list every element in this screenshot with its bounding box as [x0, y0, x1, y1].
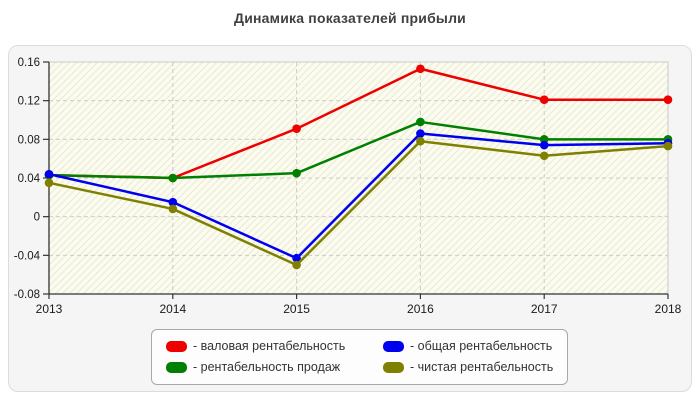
svg-text:2017: 2017 [531, 302, 558, 316]
chart-legend: - валовая рентабельность - общая рентабе… [151, 329, 569, 385]
svg-text:0.12: 0.12 [18, 96, 40, 108]
legend-item-label: - чистая рентабельность [410, 360, 554, 374]
legend-swatch-net [383, 361, 404, 373]
svg-text:-0.04: -0.04 [14, 250, 41, 262]
svg-text:0.16: 0.16 [18, 57, 40, 69]
legend-swatch-gross [166, 340, 187, 352]
legend-item-label: - общая рентабельность [410, 339, 553, 353]
svg-text:0: 0 [34, 212, 40, 224]
legend-swatch-total [383, 340, 404, 352]
svg-text:2014: 2014 [159, 302, 186, 316]
svg-text:2018: 2018 [655, 302, 682, 316]
legend-item-net: - чистая рентабельность [383, 360, 553, 374]
svg-text:2013: 2013 [36, 302, 63, 316]
svg-text:0.04: 0.04 [18, 173, 41, 185]
svg-text:-0.08: -0.08 [14, 289, 40, 301]
chart-title: Динамика показателей прибыли [234, 10, 466, 26]
legend-swatch-sales [166, 361, 187, 373]
legend-item-gross: - валовая рентабельность [166, 339, 373, 353]
svg-text:0.08: 0.08 [18, 134, 40, 146]
legend-item-total: - общая рентабельность [383, 339, 553, 353]
legend-item-label: - рентабельность продаж [193, 360, 341, 374]
svg-text:2015: 2015 [283, 302, 310, 316]
legend-item-sales: - рентабельность продаж [166, 360, 373, 374]
legend-item-label: - валовая рентабельность [193, 339, 346, 353]
svg-text:2016: 2016 [407, 302, 434, 316]
chart-panel: 0.16 0.12 0.08 0.04 0 -0.04 -0.08 2013 2014 2015 2… [8, 45, 692, 392]
